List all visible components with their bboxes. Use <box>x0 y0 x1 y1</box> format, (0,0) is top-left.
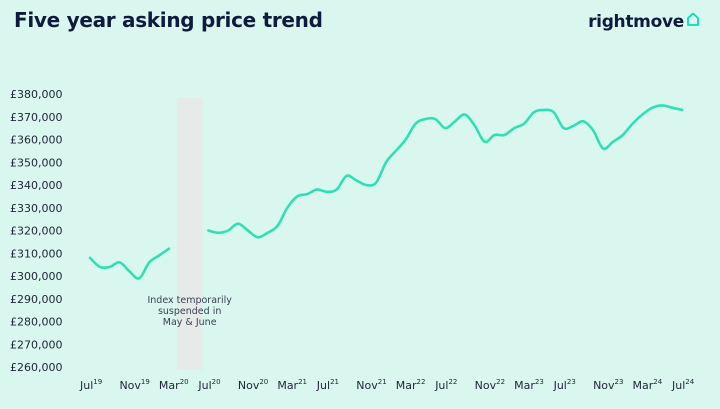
y-tick-label: £340,000 <box>10 179 63 192</box>
brand-logo: rightmove <box>588 12 700 32</box>
x-tick-label: Jul24 <box>671 378 695 392</box>
series-line <box>88 247 171 280</box>
y-tick-label: £280,000 <box>10 316 63 329</box>
y-tick-label: £360,000 <box>10 134 63 147</box>
y-tick-label: £350,000 <box>10 156 63 169</box>
brand-name: rightmove <box>588 12 684 32</box>
x-tick-label: Mar24 <box>633 378 663 392</box>
suspended-band <box>176 98 203 370</box>
x-tick-label: Jul19 <box>79 378 102 392</box>
x-tick-label: Jul23 <box>553 378 576 392</box>
x-tick-label: Mar20 <box>159 378 189 392</box>
x-tick-label: Nov21 <box>356 378 386 392</box>
series-line <box>207 104 684 239</box>
y-tick-label: £380,000 <box>10 88 63 101</box>
y-tick-label: £310,000 <box>10 247 63 260</box>
y-tick-label: £300,000 <box>10 270 63 283</box>
x-tick-label: Jul21 <box>316 378 339 392</box>
x-tick-label: Mar21 <box>277 378 307 392</box>
x-tick-label: Nov19 <box>119 378 149 392</box>
y-tick-label: £290,000 <box>10 293 63 306</box>
x-tick-label: Mar22 <box>396 378 426 392</box>
suspension-annotation: Index temporarily suspended in May & June <box>147 295 232 328</box>
y-tick-label: £320,000 <box>10 225 63 238</box>
y-tick-label: £330,000 <box>10 202 63 215</box>
y-tick-label: £370,000 <box>10 111 63 124</box>
x-tick-label: Jul22 <box>434 378 457 392</box>
x-tick-label: Jul20 <box>197 378 220 392</box>
house-icon <box>687 12 699 26</box>
y-tick-label: £260,000 <box>10 361 63 374</box>
x-tick-label: Nov20 <box>238 378 268 392</box>
x-tick-label: Mar23 <box>514 378 544 392</box>
chart-title: Five year asking price trend <box>14 8 323 32</box>
x-tick-label: Nov23 <box>593 378 623 392</box>
x-tick-label: Nov22 <box>475 378 505 392</box>
y-tick-label: £270,000 <box>10 338 63 351</box>
